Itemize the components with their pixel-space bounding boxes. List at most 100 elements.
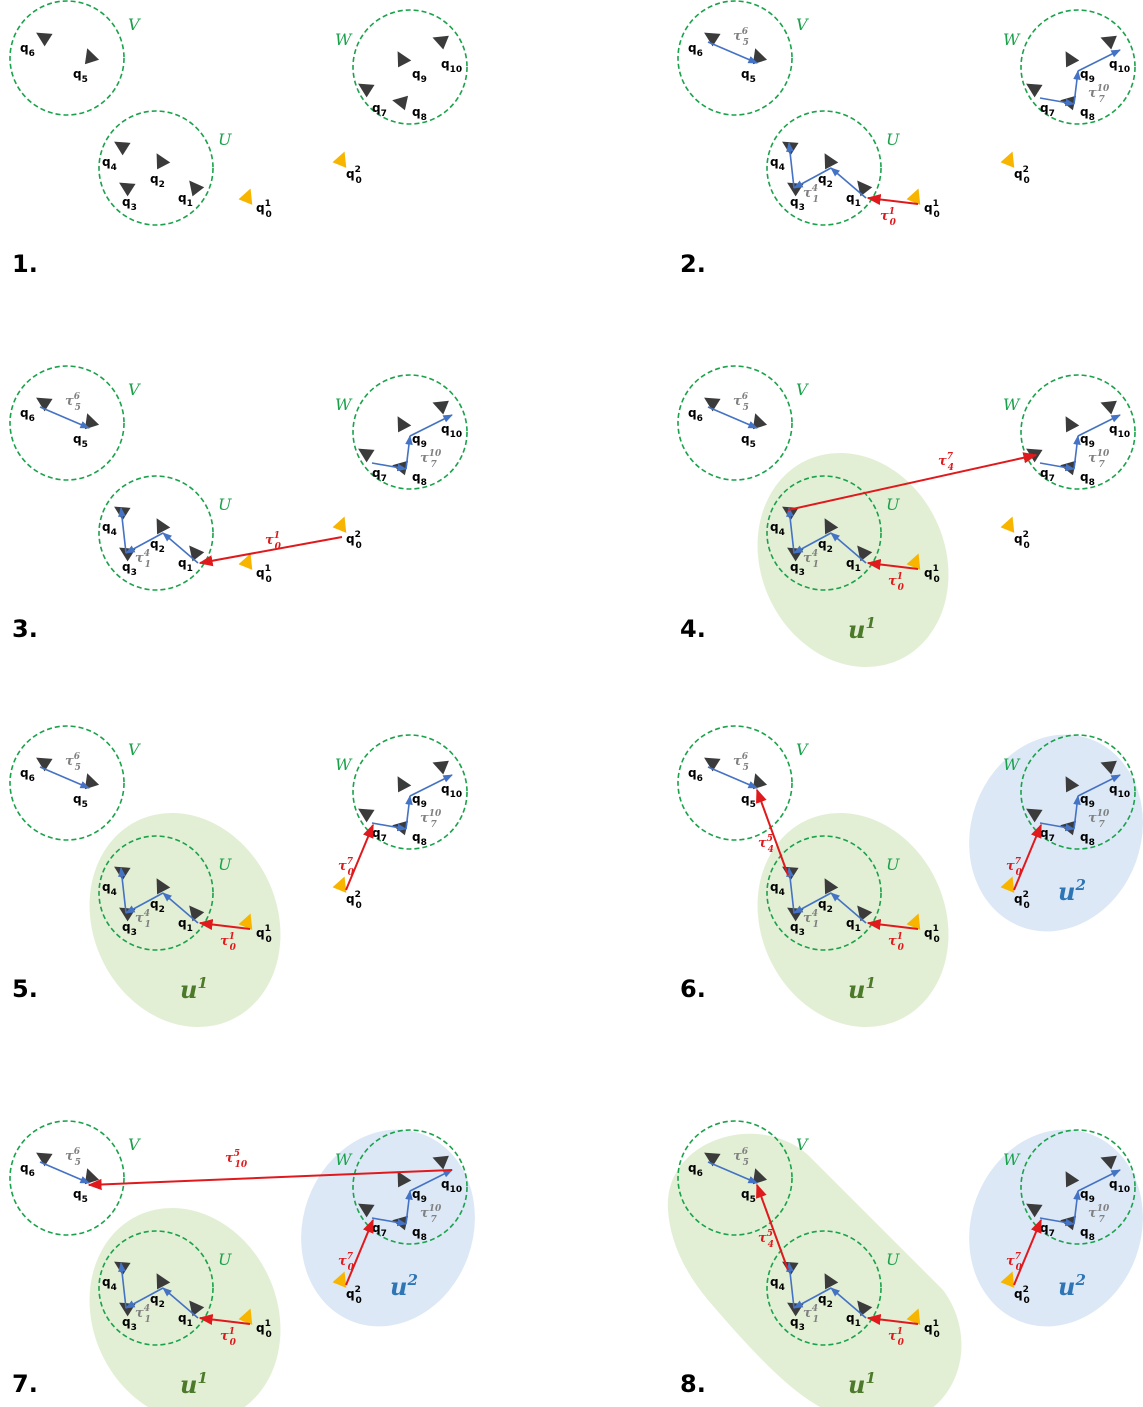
panel-number-6: 6.: [680, 975, 706, 1003]
region-circle-U: [766, 475, 882, 591]
path-tau-1-4-seg-2: [786, 1262, 795, 1309]
robot-q01: [238, 188, 253, 205]
node-label-q01: q1 0: [256, 564, 272, 585]
path-tau-1-4-seg-1: [793, 167, 832, 189]
node-label-q3: q3: [790, 920, 805, 938]
node-label-q9: q9: [412, 67, 427, 85]
cluster-label-u1: u1: [180, 974, 208, 1004]
region-circle-W: [1020, 9, 1136, 125]
robot-q2: [824, 153, 839, 170]
region-circle-U: [766, 110, 882, 226]
tau-label-tau_0_1: τ1 0: [265, 531, 282, 552]
node-label-q4: q4: [770, 155, 785, 173]
node-label-q5: q5: [741, 67, 756, 85]
tau-label-tau_5_6: τ6 5: [733, 752, 749, 773]
red-arrow-tau_0_1: [198, 536, 343, 567]
node-label-q2: q2: [818, 1292, 833, 1310]
robot-q5: [752, 48, 768, 65]
region-label-U: U: [886, 855, 900, 874]
tau-label-tau_1_4: τ4 1: [135, 549, 151, 570]
robot-q6: [36, 397, 53, 412]
tau-label-tau_1_4: τ4 1: [135, 909, 151, 930]
panel-6: u1 u2 V W Uq6 q5 q10 q9 q7 q8 q4 q2 q3 q1 q1 0 q2 0 τ6 5 τ10…: [677, 725, 1143, 1028]
path-tau-7-10-seg-0: [1039, 97, 1075, 107]
robot-q10: [432, 35, 449, 50]
red-arrow-tau_0_1: [866, 193, 919, 206]
region-label-U: U: [218, 130, 232, 149]
tau-label-tau_0_1: τ1 0: [888, 932, 905, 953]
tau-label-tau_7_10: τ10 7: [1088, 84, 1110, 105]
tau-label-tau_1_4: τ4 1: [135, 1304, 151, 1325]
region-circle-V: [677, 365, 793, 481]
robot-q6: [704, 32, 721, 47]
path-tau-5-6-seg-0: [39, 406, 90, 429]
path-tau-7-10-seg-1: [405, 795, 413, 830]
robot-q5: [84, 1168, 100, 1185]
tau-label-tau_5_6: τ6 5: [733, 392, 749, 413]
red-arrow-tau_4_5: [756, 788, 789, 876]
robot-q7: [1026, 808, 1043, 823]
node-label-q3: q3: [790, 1315, 805, 1333]
node-label-q9: q9: [412, 1187, 427, 1205]
region-circle-U: [98, 835, 214, 951]
robot-q4: [782, 141, 799, 156]
path-tau-5-6-seg-0: [707, 406, 758, 429]
node-label-q10: q10: [441, 1177, 462, 1195]
region-circle-U: [98, 475, 214, 591]
node-label-q5: q5: [741, 792, 756, 810]
robot-q7: [1026, 1203, 1043, 1218]
robot-q5: [84, 773, 100, 790]
panel-number-4: 4.: [680, 615, 706, 643]
node-label-q4: q4: [102, 880, 117, 898]
path-tau-7-10-seg-2: [409, 774, 453, 797]
region-label-W: W: [1003, 395, 1021, 414]
node-label-q7: q7: [1040, 1221, 1055, 1239]
node-label-q3: q3: [790, 560, 805, 578]
node-label-q7: q7: [1040, 466, 1055, 484]
node-label-q10: q10: [1109, 57, 1130, 75]
node-label-q7: q7: [372, 101, 387, 119]
region-label-V: V: [796, 1135, 809, 1154]
panel-2: V W Uq6 q5 q10 q9 q7 q8 q4 q2 q3 q1 q1 0 q2 0 τ6 5 τ10 7 τ4 1…: [677, 0, 1136, 278]
red-arrow-tau_0_7: [345, 823, 374, 891]
region-circle-V: [677, 725, 793, 841]
robot-q7: [358, 808, 375, 823]
node-label-q4: q4: [102, 520, 117, 538]
node-label-q8: q8: [1080, 830, 1095, 848]
path-tau-5-6-seg-0: [39, 766, 90, 789]
region-label-U: U: [218, 495, 232, 514]
region-label-W: W: [335, 395, 353, 414]
robot-q10: [1100, 1155, 1117, 1170]
path-tau-7-10-seg-2: [409, 414, 453, 437]
node-label-q2: q2: [150, 897, 165, 915]
red-arrow-tau_0_1: [866, 558, 919, 571]
panel-number-1: 1.: [12, 250, 38, 278]
node-label-q8: q8: [1080, 105, 1095, 123]
node-label-q6: q6: [688, 766, 703, 784]
node-label-q2: q2: [818, 172, 833, 190]
robot-q01: [906, 188, 921, 205]
red-arrow-tau_4_5: [756, 1183, 789, 1271]
node-label-q7: q7: [1040, 826, 1055, 844]
robot-q9: [1065, 51, 1080, 68]
robot-q2: [156, 518, 171, 535]
region-label-V: V: [128, 15, 141, 34]
node-label-q6: q6: [688, 41, 703, 59]
node-label-q9: q9: [412, 432, 427, 450]
tau-label-tau_5_6: τ6 5: [733, 1147, 749, 1168]
tau-label-tau_4_5: τ5 4: [758, 1229, 774, 1250]
node-label-q9: q9: [1080, 67, 1095, 85]
robot-q01: [906, 913, 921, 930]
path-tau-7-10-seg-2: [1077, 1169, 1121, 1192]
node-label-q02: q2 0: [346, 1285, 362, 1306]
node-label-q6: q6: [20, 406, 35, 424]
node-label-q1: q1: [846, 1311, 861, 1329]
node-label-q6: q6: [20, 766, 35, 784]
tau-label-tau_0_7: τ7 0: [338, 857, 355, 878]
node-label-q1: q1: [846, 191, 861, 209]
path-tau-5-6-seg-0: [707, 41, 758, 64]
node-label-q6: q6: [20, 41, 35, 59]
path-tau-1-4-seg-1: [793, 532, 832, 554]
panel-4: u1 V W Uq6 q5 q10 q9 q7 q8 q4 q2 q3 q1 q1 0 q2 0 τ6 5 τ10 7 τ…: [677, 365, 1136, 668]
robot-q01: [238, 1308, 253, 1325]
